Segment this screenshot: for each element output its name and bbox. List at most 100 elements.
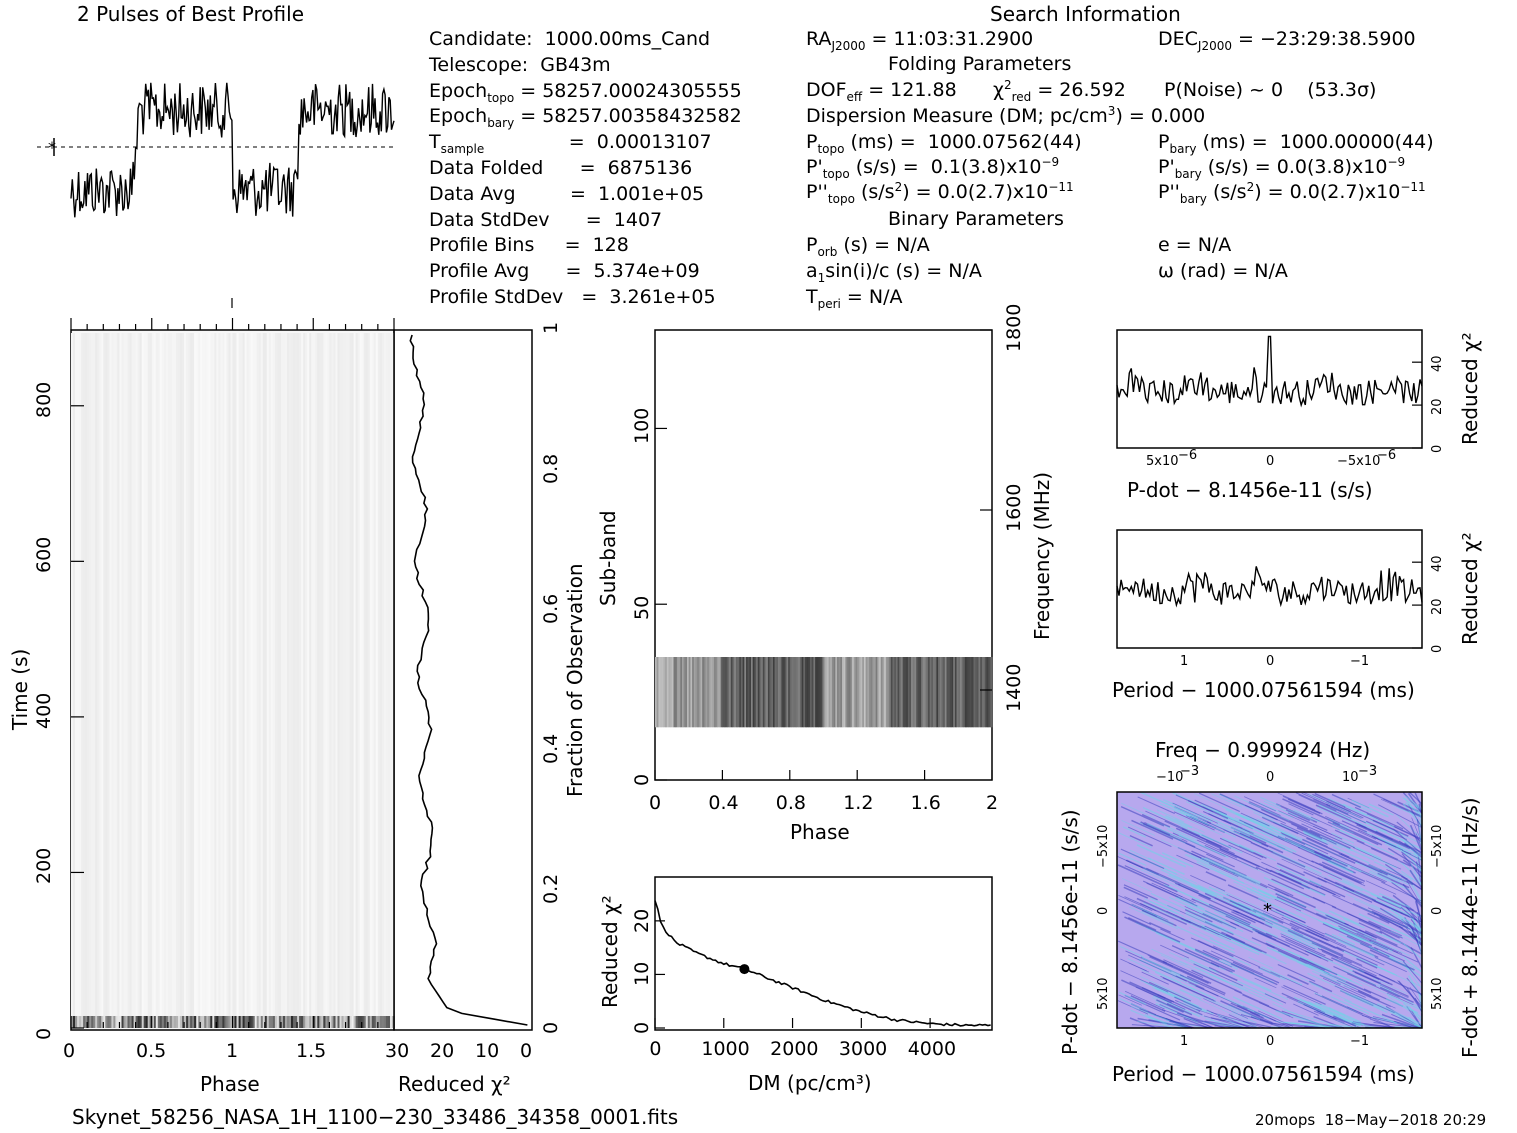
sb-column [852, 657, 855, 728]
tp-bottom-row [194, 1016, 197, 1028]
pp-streak [1318, 920, 1363, 941]
pp-streak [1219, 847, 1272, 873]
tp-bottom-row [349, 1016, 353, 1028]
pp-streak [1413, 852, 1423, 873]
sb-column [771, 657, 774, 728]
tp-bottom-row [182, 1016, 185, 1028]
tp-column [113, 333, 116, 1016]
sb-column [747, 657, 750, 728]
pp-streak [1210, 950, 1263, 975]
pp-streak [1260, 918, 1317, 945]
tp-bottom-row [169, 1016, 173, 1028]
pp-streak [1321, 861, 1366, 883]
pp-streak [1204, 921, 1234, 936]
footer-filename: Skynet_58256_NASA_1H_1100−230_33486_3435… [72, 1105, 679, 1129]
tp-column [301, 333, 304, 1016]
pp-streak [1287, 812, 1328, 831]
pp-streak [1373, 912, 1423, 940]
pp-streak [1250, 911, 1311, 940]
tp-column [311, 333, 314, 1016]
pp-streak [1372, 856, 1398, 869]
pp-streak [1374, 957, 1407, 973]
sb-column [872, 657, 875, 728]
tp-column [333, 333, 336, 1016]
sb-column [906, 657, 909, 728]
pp-streak [1376, 1003, 1423, 1026]
pp-streak [1283, 984, 1326, 1005]
sb-column [735, 657, 738, 728]
tp-bottom-row [149, 1016, 153, 1028]
pp-streak [1226, 894, 1284, 921]
tp-column [176, 333, 179, 1016]
tp-column [289, 333, 292, 1016]
pp-streak [1321, 950, 1377, 977]
tick-label: 0 [540, 1021, 562, 1034]
sb-column [783, 657, 786, 728]
pp-streak [1370, 847, 1411, 867]
pp-streak [1265, 868, 1310, 889]
tp-column [379, 333, 383, 1016]
pp-streak [1228, 1014, 1258, 1028]
sb-column [853, 657, 856, 728]
tp-bottom-row [390, 1016, 393, 1028]
tp-bottom-row [155, 1016, 159, 1028]
tp-bottom-row [123, 1016, 126, 1028]
pp-streak [1154, 971, 1195, 991]
pp-streak [1386, 994, 1421, 1011]
pp-streak [1234, 795, 1290, 822]
pp-streak [1209, 937, 1235, 951]
pp-streak [1359, 942, 1390, 958]
sb-column [835, 657, 838, 728]
pp-streak [1307, 928, 1347, 947]
pp-streak [1141, 910, 1174, 926]
pp-streak [1190, 854, 1213, 866]
porb-label: P [806, 234, 818, 256]
pp-streak [1282, 798, 1341, 826]
sb-column [966, 657, 969, 728]
pp-streak [1231, 981, 1284, 1006]
pp-streak [1332, 846, 1370, 864]
pp-streak [1257, 932, 1309, 956]
tp-column [293, 333, 296, 1016]
pp-streak [1305, 929, 1330, 942]
pp-streak [1326, 800, 1364, 819]
tp-column [264, 333, 268, 1016]
sb-column [983, 657, 986, 728]
pp-streak [1280, 832, 1329, 855]
tp-column [89, 333, 92, 1016]
sb-column [739, 657, 742, 728]
time-phase-heatmap [70, 298, 395, 1029]
sb-column [801, 657, 804, 728]
pp-streak [1186, 801, 1221, 818]
tick-label: 30 [385, 1040, 410, 1062]
tp-bottom-row [129, 1016, 132, 1028]
tick-label: 0 [63, 1040, 76, 1062]
sb-column [986, 657, 989, 728]
pp-streak [1260, 808, 1321, 837]
pp-streak [1308, 793, 1362, 819]
pp-streak [1293, 1003, 1319, 1016]
pp-streak [1125, 860, 1181, 886]
sb-column [953, 657, 956, 728]
pp-streak [1167, 874, 1214, 897]
tp-bottom-row [295, 1016, 298, 1028]
tp-bottom-row [266, 1016, 270, 1028]
pp-streak [1184, 948, 1235, 972]
pp-streak [1293, 935, 1322, 950]
pp-streak [1347, 912, 1403, 939]
sb-column [815, 657, 818, 728]
pp-streak [1220, 1000, 1273, 1025]
pp-streak [1153, 995, 1201, 1018]
pp-streak [1207, 997, 1251, 1018]
pp-streak [1129, 849, 1152, 861]
pp-streak [1302, 838, 1356, 864]
pp-streak [1142, 823, 1196, 848]
pp-streak [1390, 930, 1423, 948]
tick-label: 2000 [770, 1038, 819, 1060]
a1-label: a [806, 260, 818, 282]
tick-label: −3 [1358, 764, 1378, 779]
pp-streak [1402, 960, 1423, 984]
tp-bottom-row [77, 1016, 80, 1028]
sb-column [779, 657, 782, 728]
